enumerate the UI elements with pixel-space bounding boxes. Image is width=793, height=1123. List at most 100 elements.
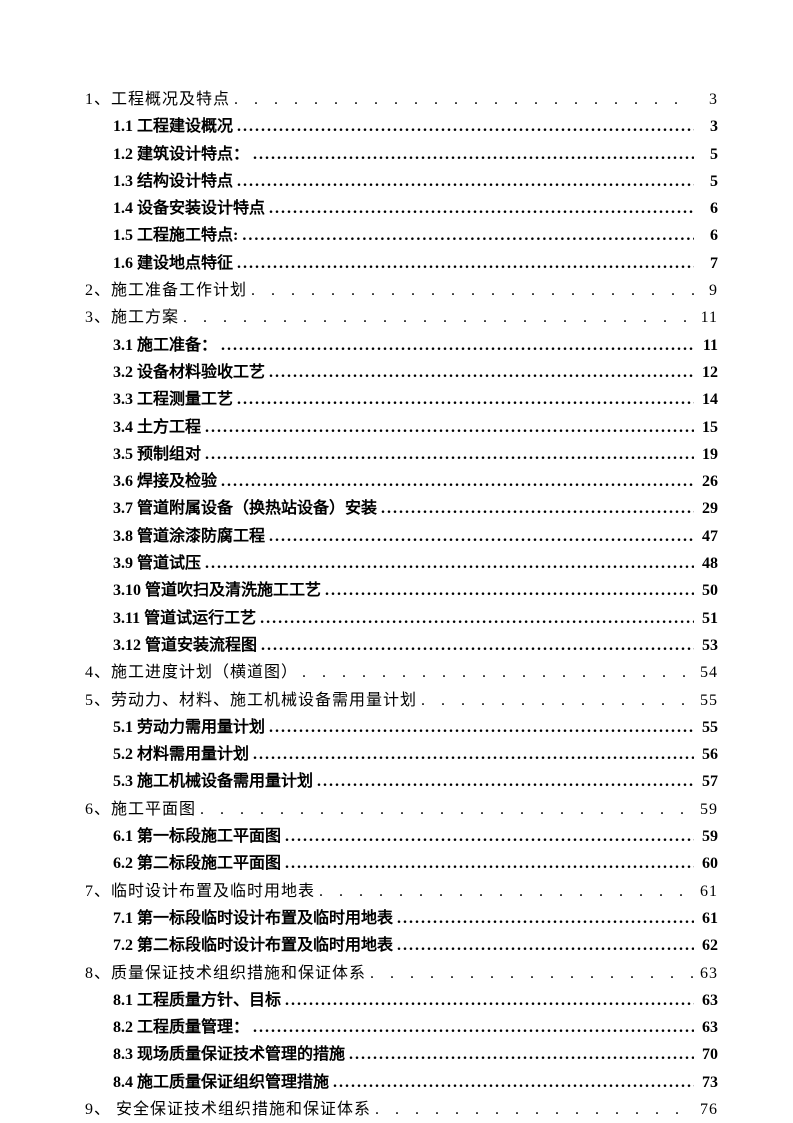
toc-entry-page: 5: [698, 170, 718, 195]
toc-entry-label: 1.2 建筑设计特点：: [113, 143, 249, 168]
toc-entry-page: 60: [698, 852, 718, 877]
toc-entry: 8.3 现场质量保证技术管理的措施.......................…: [85, 1043, 718, 1068]
toc-leader-dots: ........................................…: [333, 1071, 694, 1096]
toc-leader-dots: ........................................…: [205, 552, 694, 577]
toc-entry-label: 5.2 材料需用量计划: [113, 743, 249, 768]
toc-entry: 5.2 材料需用量计划.............................…: [85, 743, 718, 768]
toc-leader-dots: ........................................…: [269, 361, 694, 386]
toc-entry-page: 3: [698, 88, 718, 113]
toc-entry-label: 1、工程概况及特点: [85, 88, 230, 113]
toc-entry-page: 47: [698, 525, 718, 550]
toc-entry: 3.6 焊接及检验...............................…: [85, 470, 718, 495]
toc-entry: 7.2 第二标段临时设计布置及临时用地表....................…: [85, 934, 718, 959]
table-of-contents: 1、工程概况及特点. . . . . . . . . . . . . . . .…: [85, 88, 718, 1123]
toc-leader-dots: . . . . . . . . . . . . . . . . . . . . …: [234, 88, 694, 113]
toc-entry-page: 5: [698, 143, 718, 168]
toc-entry-page: 61: [698, 907, 718, 932]
toc-entry-page: 29: [698, 497, 718, 522]
toc-leader-dots: . . . . . . . . . . . . . . . . . . . . …: [200, 798, 694, 823]
toc-leader-dots: ........................................…: [205, 416, 694, 441]
toc-entry: 3.11 管道试运行工艺............................…: [85, 607, 718, 632]
toc-entry-page: 11: [698, 306, 718, 331]
toc-entry: 1.4 设备安装设计特点............................…: [85, 197, 718, 222]
toc-entry-label: 2、施工准备工作计划: [85, 279, 247, 304]
toc-entry-label: 3.1 施工准备：: [113, 334, 217, 359]
toc-entry-page: 53: [698, 634, 718, 659]
toc-entry-page: 12: [698, 361, 718, 386]
toc-entry-label: 3、施工方案: [85, 306, 179, 331]
toc-entry: 8.2 工程质量管理：.............................…: [85, 1016, 718, 1041]
toc-entry-label: 3.9 管道试压: [113, 552, 201, 577]
toc-entry-label: 6、施工平面图: [85, 798, 196, 823]
toc-leader-dots: . . . . . . . . . . . . . . . . . . . . …: [183, 306, 694, 331]
toc-entry-label: 3.4 土方工程: [113, 416, 201, 441]
toc-entry-page: 51: [698, 607, 718, 632]
toc-entry: 9、 安全保证技术组织措施和保证体系. . . . . . . . . . . …: [85, 1098, 718, 1123]
toc-leader-dots: ........................................…: [237, 252, 694, 277]
toc-entry: 6.1 第一标段施工平面图...........................…: [85, 825, 718, 850]
toc-entry-label: 7.2 第二标段临时设计布置及临时用地表: [113, 934, 393, 959]
toc-entry-page: 63: [698, 962, 718, 987]
toc-leader-dots: ........................................…: [260, 607, 694, 632]
toc-entry: 2、施工准备工作计划. . . . . . . . . . . . . . . …: [85, 279, 718, 304]
toc-entry-label: 3.5 预制组对: [113, 443, 201, 468]
toc-entry: 4、施工进度计划（横道图）. . . . . . . . . . . . . .…: [85, 661, 718, 686]
toc-entry: 3.2 设备材料验收工艺............................…: [85, 361, 718, 386]
toc-entry-label: 5.1 劳动力需用量计划: [113, 716, 265, 741]
toc-entry: 8.4 施工质量保证组织管理措施........................…: [85, 1071, 718, 1096]
toc-leader-dots: ........................................…: [317, 770, 694, 795]
toc-leader-dots: ........................................…: [269, 197, 694, 222]
toc-entry-page: 57: [698, 770, 718, 795]
toc-entry-page: 15: [698, 416, 718, 441]
toc-entry: 3.9 管道试压................................…: [85, 552, 718, 577]
toc-entry-label: 8、质量保证技术组织措施和保证体系: [85, 962, 366, 987]
toc-entry-page: 55: [698, 716, 718, 741]
toc-entry-page: 59: [698, 825, 718, 850]
toc-leader-dots: ........................................…: [205, 443, 694, 468]
toc-leader-dots: ........................................…: [285, 989, 694, 1014]
toc-leader-dots: ........................................…: [221, 470, 694, 495]
toc-entry-label: 3.7 管道附属设备（换热站设备）安装: [113, 497, 377, 522]
toc-entry-label: 4、施工进度计划（横道图）: [85, 661, 298, 686]
toc-entry: 3.4 土方工程................................…: [85, 416, 718, 441]
toc-leader-dots: ........................................…: [285, 852, 694, 877]
toc-entry-page: 7: [698, 252, 718, 277]
toc-entry-page: 3: [698, 115, 718, 140]
toc-leader-dots: ........................................…: [221, 334, 694, 359]
toc-leader-dots: . . . . . . . . . . . . . . . . . . . . …: [421, 689, 694, 714]
toc-entry-page: 73: [698, 1071, 718, 1096]
toc-entry-label: 3.11 管道试运行工艺: [113, 607, 256, 632]
toc-entry: 1.2 建筑设计特点：.............................…: [85, 143, 718, 168]
toc-entry-label: 3.3 工程测量工艺: [113, 388, 233, 413]
toc-entry-label: 3.2 设备材料验收工艺: [113, 361, 265, 386]
toc-entry: 6.2 第二标段施工平面图...........................…: [85, 852, 718, 877]
toc-entry-page: 62: [698, 934, 718, 959]
toc-leader-dots: . . . . . . . . . . . . . . . . . . . . …: [302, 661, 694, 686]
toc-entry-page: 76: [698, 1098, 718, 1123]
toc-entry-label: 6.2 第二标段施工平面图: [113, 852, 281, 877]
toc-entry: 5.3 施工机械设备需用量计划.........................…: [85, 770, 718, 795]
toc-entry-page: 11: [698, 334, 718, 359]
toc-entry: 5、劳动力、材料、施工机械设备需用量计划. . . . . . . . . . …: [85, 689, 718, 714]
toc-entry: 8、质量保证技术组织措施和保证体系. . . . . . . . . . . .…: [85, 962, 718, 987]
toc-leader-dots: ........................................…: [397, 934, 694, 959]
toc-leader-dots: ........................................…: [261, 634, 694, 659]
toc-entry: 3.1 施工准备：...............................…: [85, 334, 718, 359]
toc-leader-dots: ........................................…: [349, 1043, 694, 1068]
toc-entry: 7.1 第一标段临时设计布置及临时用地表....................…: [85, 907, 718, 932]
toc-entry-label: 3.12 管道安装流程图: [113, 634, 257, 659]
toc-entry-label: 3.6 焊接及检验: [113, 470, 217, 495]
toc-entry: 1.6 建设地点特征..............................…: [85, 252, 718, 277]
toc-leader-dots: . . . . . . . . . . . . . . . . . . . . …: [370, 962, 694, 987]
toc-leader-dots: ........................................…: [253, 743, 694, 768]
toc-entry-label: 1.1 工程建设概况: [113, 115, 233, 140]
toc-leader-dots: ........................................…: [285, 825, 694, 850]
toc-entry-page: 70: [698, 1043, 718, 1068]
toc-entry: 6、施工平面图. . . . . . . . . . . . . . . . .…: [85, 798, 718, 823]
toc-leader-dots: ........................................…: [397, 907, 694, 932]
toc-entry-label: 6.1 第一标段施工平面图: [113, 825, 281, 850]
toc-entry-page: 48: [698, 552, 718, 577]
toc-leader-dots: ........................................…: [237, 388, 694, 413]
toc-entry-label: 1.6 建设地点特征: [113, 252, 233, 277]
toc-entry-label: 9、 安全保证技术组织措施和保证体系: [85, 1098, 371, 1123]
